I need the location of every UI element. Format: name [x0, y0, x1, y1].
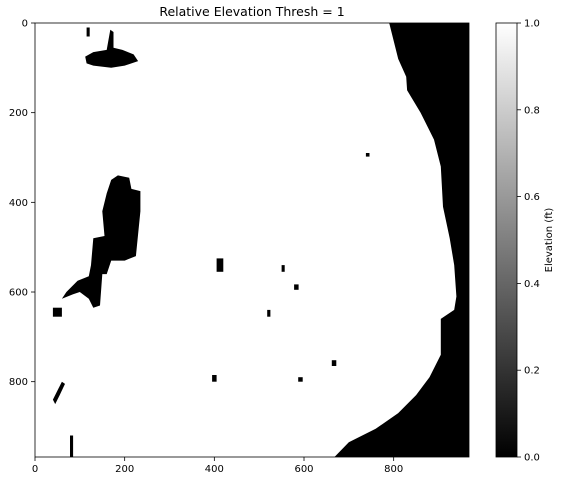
region-strip-lower-left [70, 435, 74, 457]
colorbar-tick-label: 0.4 [524, 279, 540, 290]
x-tick-label: 200 [115, 464, 134, 475]
chart-title: Relative Elevation Thresh = 1 [159, 4, 344, 19]
colorbar-tick-label: 1.0 [524, 19, 540, 30]
x-tick-label: 0 [32, 464, 38, 475]
y-tick-label: 0 [22, 19, 28, 30]
colorbar-tick-label: 0.2 [524, 366, 540, 377]
region-spot-center-2 [267, 309, 271, 317]
region-right-black-area [334, 23, 469, 457]
x-tick-label: 400 [205, 464, 224, 475]
colorbar: 0.0 0.2 0.4 0.6 0.8 1.0 Elevation (ft) [495, 19, 555, 464]
region-spot-right [294, 284, 299, 290]
y-axis: 0 200 400 600 800 [9, 19, 35, 388]
colorbar-tick-label: 0.6 [524, 192, 540, 203]
region-square-left [52, 307, 62, 317]
colorbar-label: Elevation (ft) [544, 208, 555, 273]
region-top-blob [85, 29, 139, 68]
region-spot-mid-right [331, 360, 337, 366]
y-tick-label: 600 [9, 288, 28, 299]
region-sliver-left-top [86, 27, 90, 37]
region-spot-right-2 [298, 377, 303, 382]
region-diag-lower-left [52, 381, 65, 405]
y-tick-label: 400 [9, 198, 28, 209]
colorbar-tick-label: 0.8 [524, 105, 540, 116]
region-spot-upper-right [365, 153, 370, 157]
y-tick-label: 200 [9, 108, 28, 119]
dark-regions [52, 23, 469, 457]
y-tick-label: 800 [9, 377, 28, 388]
plot-frame [34, 22, 470, 458]
plot-area [34, 22, 470, 458]
region-spot-lower-mid [212, 375, 217, 382]
region-spot-center [216, 258, 224, 272]
region-large-left-blob [61, 175, 141, 308]
colorbar-ticks: 0.0 0.2 0.4 0.6 0.8 1.0 [517, 19, 540, 464]
colorbar-tick-label: 0.0 [524, 453, 540, 464]
x-tick-label: 600 [294, 464, 313, 475]
region-spot-center-3 [281, 265, 285, 272]
x-tick-label: 800 [384, 464, 403, 475]
x-axis: 0 200 400 600 800 [32, 457, 403, 475]
colorbar-gradient [495, 22, 518, 458]
